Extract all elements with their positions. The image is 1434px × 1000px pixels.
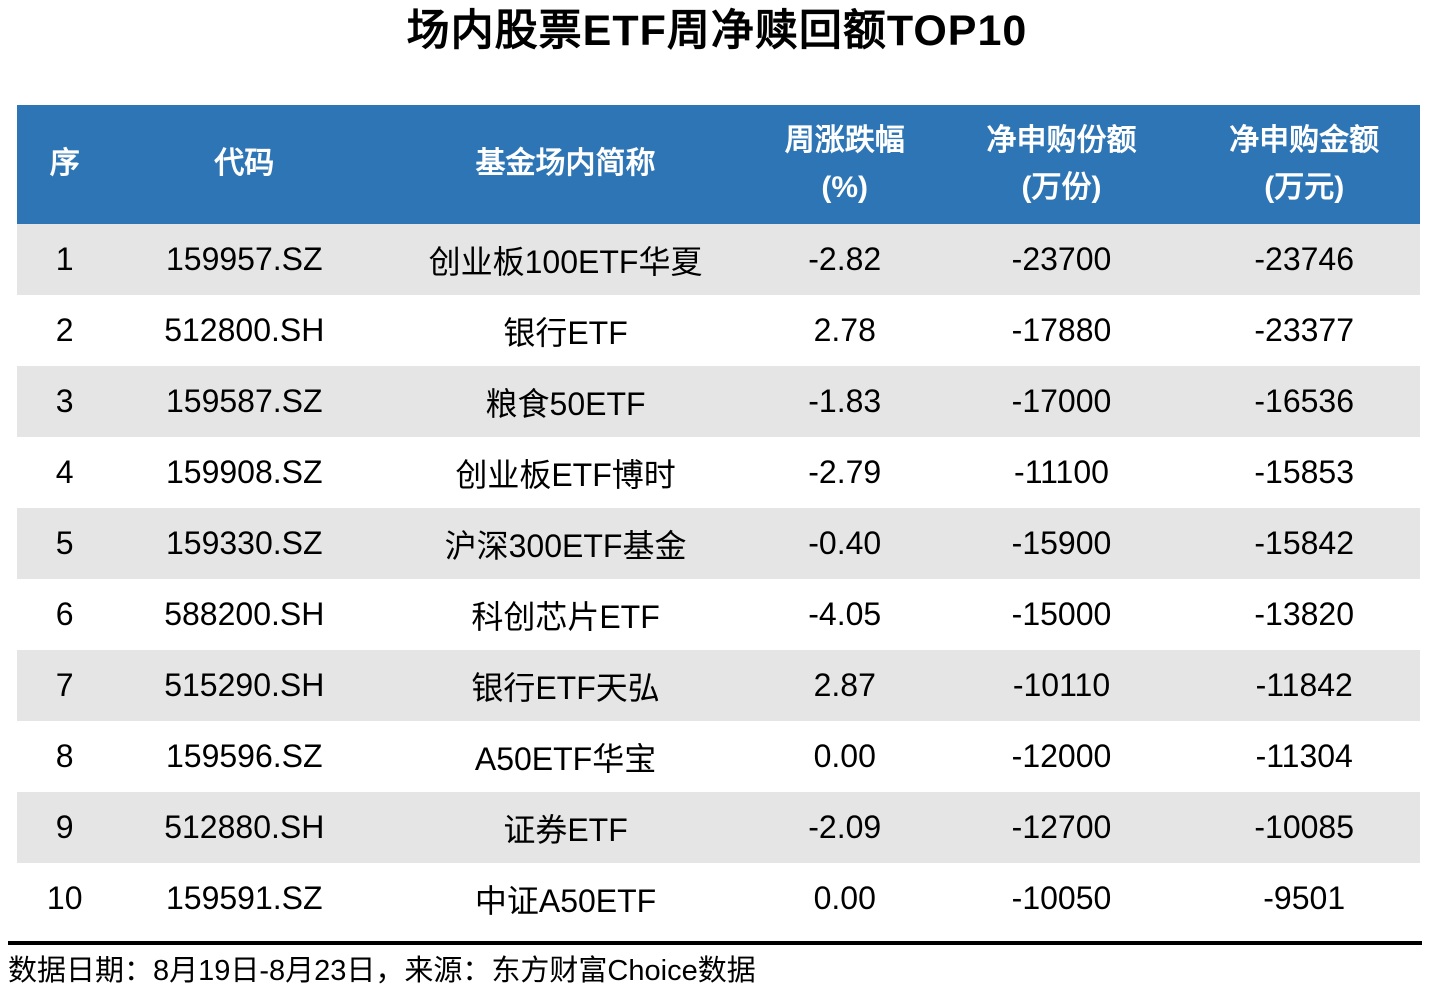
cell-code: 159591.SZ: [165, 880, 323, 916]
cell-chg: -2.79: [808, 454, 882, 490]
footer: 数据日期：8月19日-8月23日，来源：东方财富Choice数据: [8, 941, 1422, 989]
cell-code: 159330.SZ: [165, 525, 323, 561]
cell-amount: -9501: [1263, 880, 1346, 916]
header-label: 基金场内简称: [475, 147, 656, 181]
header-unit: (%): [821, 170, 869, 204]
header-cell-name: 基金场内简称: [376, 105, 755, 224]
cell-chg: -1.83: [808, 383, 882, 419]
table-row: 4 159908.SZ 创业板ETF博时 -2.79 -11100 -15853: [17, 437, 1420, 508]
header-cell-amount: 净申购金额 (万元): [1188, 105, 1419, 224]
table-row: 1 159957.SZ 创业板100ETF华夏 -2.82 -23700 -23746: [17, 224, 1420, 295]
cell-shares: -11100: [1014, 454, 1109, 490]
cell-no: 3: [55, 383, 74, 419]
table-row: 3 159587.SZ 粮食50ETF -1.83 -17000 -16536: [17, 366, 1420, 437]
header-cell-code: 代码: [112, 105, 376, 224]
header-label: 净申购金额: [1229, 124, 1380, 157]
cell-name: 中证A50ETF: [474, 882, 657, 919]
cell-code: 159596.SZ: [165, 738, 323, 774]
cell-amount: -11304: [1255, 738, 1353, 774]
cell-amount: -16536: [1254, 383, 1355, 419]
cell-shares: -15000: [1011, 596, 1112, 632]
cell-name: 创业板ETF博时: [455, 456, 676, 493]
cell-no: 7: [55, 667, 74, 703]
table-row: 10 159591.SZ 中证A50ETF 0.00 -10050 -9501: [17, 863, 1420, 934]
cell-no: 1: [55, 241, 74, 277]
cell-amount: -15842: [1254, 525, 1355, 561]
cell-no: 8: [55, 738, 74, 774]
cell-chg: -2.09: [808, 809, 882, 845]
chart-title: 场内股票ETF周净赎回额TOP10: [406, 7, 1028, 55]
cell-no: 9: [55, 809, 74, 845]
cell-name: 银行ETF天弘: [471, 669, 660, 706]
header-cell-no: 序: [17, 105, 112, 224]
header-cell-chg: 周涨跌幅 (%): [755, 105, 935, 224]
cell-name: 创业板100ETF华夏: [428, 243, 703, 280]
cell-shares: -23700: [1011, 241, 1112, 277]
cell-code: 515290.SH: [164, 667, 325, 703]
cell-name: A50ETF华宝: [474, 740, 657, 777]
cell-chg: -4.05: [808, 596, 882, 632]
cell-no: 4: [55, 454, 74, 490]
cell-amount: -23746: [1254, 241, 1355, 277]
cell-no: 2: [55, 312, 74, 348]
cell-code: 159587.SZ: [165, 383, 323, 419]
cell-amount: -11842: [1255, 667, 1353, 703]
table-header-row: 序 代码 基金场内简称 周涨跌幅 (%) 净申购份额 (万份) 净申购金额 (万…: [17, 105, 1420, 224]
cell-amount: -23377: [1254, 312, 1355, 348]
cell-code: 512880.SH: [164, 809, 325, 845]
cell-amount: -10085: [1254, 809, 1355, 845]
table-row: 8 159596.SZ A50ETF华宝 0.00 -12000 -11304: [17, 721, 1420, 792]
cell-name: 证券ETF: [503, 811, 628, 848]
cell-chg: 2.78: [813, 312, 876, 348]
table-row: 5 159330.SZ 沪深300ETF基金 -0.40 -15900 -15842: [17, 508, 1420, 579]
header-label: 序: [49, 147, 80, 181]
data-source-note: 数据日期：8月19日-8月23日，来源：东方财富Choice数据: [8, 955, 756, 987]
cell-chg: 2.87: [813, 667, 876, 703]
cell-chg: -0.40: [808, 525, 882, 561]
table-body: 1 159957.SZ 创业板100ETF华夏 -2.82 -23700 -23746 2 5…: [17, 224, 1420, 934]
cell-chg: 0.00: [813, 880, 876, 916]
cell-name: 粮食50ETF: [485, 385, 646, 422]
header-cell-shares: 净申购份额 (万份): [935, 105, 1189, 224]
cell-no: 6: [55, 596, 74, 632]
cell-name: 沪深300ETF基金: [444, 527, 687, 564]
header-label: 净申购份额: [986, 124, 1137, 157]
cell-code: 159908.SZ: [165, 454, 323, 490]
cell-chg: 0.00: [813, 738, 876, 774]
cell-code: 512800.SH: [164, 312, 325, 348]
cell-shares: -10110: [1012, 667, 1111, 703]
etf-redemption-table: 序 代码 基金场内简称 周涨跌幅 (%) 净申购份额 (万份) 净申购金额 (万…: [17, 105, 1420, 934]
cell-shares: -12000: [1011, 738, 1112, 774]
cell-code: 159957.SZ: [165, 241, 323, 277]
header-unit: (万份): [1021, 170, 1102, 204]
cell-amount: -13820: [1254, 596, 1355, 632]
cell-chg: -2.82: [808, 241, 882, 277]
cell-shares: -17880: [1011, 312, 1112, 348]
cell-shares: -12700: [1011, 809, 1112, 845]
cell-no: 5: [55, 525, 74, 561]
table-row: 9 512880.SH 证券ETF -2.09 -12700 -10085: [17, 792, 1420, 863]
header-label: 周涨跌幅: [784, 124, 905, 157]
cell-shares: -10050: [1011, 880, 1112, 916]
header-unit: (万元): [1264, 170, 1345, 204]
cell-shares: -17000: [1011, 383, 1112, 419]
table-row: 2 512800.SH 银行ETF 2.78 -17880 -23377: [17, 295, 1420, 366]
cell-name: 银行ETF: [503, 314, 628, 351]
cell-no: 10: [46, 880, 83, 916]
table-row: 7 515290.SH 银行ETF天弘 2.87 -10110 -11842: [17, 650, 1420, 721]
table-row: 6 588200.SH 科创芯片ETF -4.05 -15000 -13820: [17, 579, 1420, 650]
cell-name: 科创芯片ETF: [471, 598, 660, 635]
cell-code: 588200.SH: [164, 596, 325, 632]
cell-amount: -15853: [1254, 454, 1355, 490]
cell-shares: -15900: [1011, 525, 1112, 561]
header-label: 代码: [214, 147, 275, 181]
